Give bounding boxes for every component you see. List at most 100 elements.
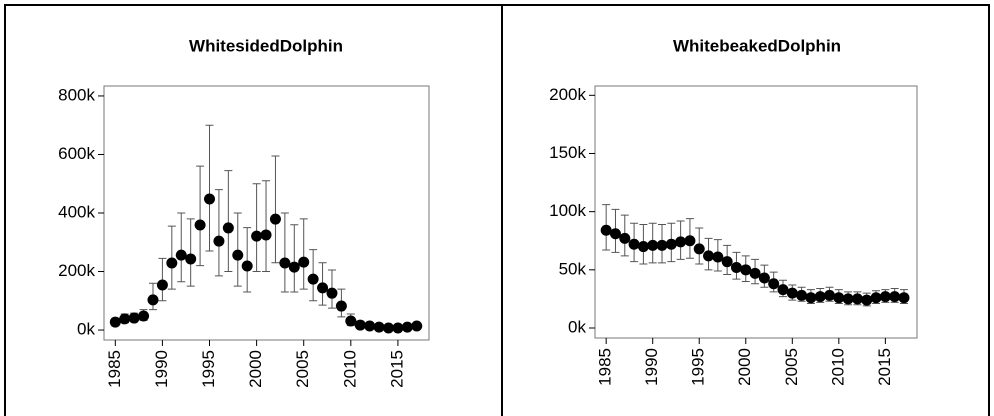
point [269, 213, 281, 225]
point [401, 321, 413, 333]
y-tick-label: 200k [58, 261, 95, 280]
point [730, 261, 742, 273]
point [317, 282, 329, 294]
point [656, 239, 668, 251]
error-bar [252, 183, 261, 273]
point [749, 267, 761, 279]
point [777, 284, 789, 296]
point [411, 320, 423, 332]
error-bar [196, 165, 205, 267]
x-tick-label: 1985 [105, 350, 124, 388]
y-tick-label: 200k [549, 85, 586, 104]
point [675, 236, 687, 248]
point [833, 292, 845, 304]
point [879, 291, 891, 303]
point [166, 257, 178, 269]
point [768, 278, 780, 290]
point [637, 241, 649, 253]
point [109, 316, 121, 328]
chart-title: WhitesidedDolphin [189, 36, 343, 55]
y-tick-label: 800k [58, 85, 95, 104]
point [684, 235, 696, 247]
x-tick-label: 1995 [199, 350, 218, 388]
y-tick-label: 150k [549, 143, 586, 162]
point [156, 279, 168, 291]
error-bar [205, 124, 214, 252]
point [758, 272, 770, 284]
point [128, 312, 140, 324]
point [251, 230, 263, 242]
point [364, 320, 376, 332]
y-tick-label: 50k [559, 259, 587, 278]
panel-frame [4, 4, 990, 416]
point [119, 313, 131, 325]
x-tick-label: 1990 [642, 348, 661, 386]
error-bar [243, 227, 252, 293]
point [740, 264, 752, 276]
point [222, 222, 234, 234]
point [870, 292, 882, 304]
point [786, 287, 798, 299]
point [628, 238, 640, 250]
error-bar [233, 212, 242, 287]
point [326, 287, 338, 299]
point [194, 219, 206, 231]
error-bar [186, 218, 195, 287]
point [889, 291, 901, 303]
x-tick-label: 2010 [340, 350, 359, 388]
point [824, 289, 836, 301]
point [721, 256, 733, 268]
point [298, 256, 310, 268]
point [703, 250, 715, 262]
error-bar [299, 218, 308, 290]
point [213, 235, 225, 247]
point [204, 193, 216, 205]
point [175, 249, 187, 261]
y-tick-label: 400k [58, 202, 95, 221]
point [842, 293, 854, 305]
point [335, 300, 347, 312]
error-bar [224, 170, 233, 273]
point [693, 243, 705, 255]
error-bar [280, 212, 289, 293]
y-tick-label: 600k [58, 144, 95, 163]
error-bar [262, 180, 271, 273]
point [600, 224, 612, 236]
x-tick-label: 2015 [387, 350, 406, 388]
chart-title: WhitebeakedDolphin [673, 36, 841, 55]
y-tick-label: 0k [568, 317, 586, 336]
x-tick-label: 2005 [782, 348, 801, 386]
point [861, 294, 873, 306]
point [373, 321, 385, 333]
x-tick-label: 2005 [293, 350, 312, 388]
point [392, 322, 404, 334]
x-tick-label: 2010 [828, 348, 847, 386]
error-bar [177, 212, 186, 283]
y-tick-label: 0k [77, 320, 95, 339]
point [185, 253, 197, 265]
point [288, 261, 300, 273]
point [232, 249, 244, 261]
point [619, 232, 631, 244]
point [345, 315, 357, 327]
y-tick-label: 100k [549, 201, 586, 220]
error-bar [214, 189, 223, 277]
point [712, 251, 724, 263]
x-tick-label: 2000 [735, 348, 754, 386]
point [279, 257, 291, 269]
point [241, 260, 253, 272]
point [382, 322, 394, 334]
point [147, 294, 159, 306]
point [851, 293, 863, 305]
x-tick-label: 1990 [152, 350, 171, 388]
x-tick-label: 2015 [875, 348, 894, 386]
point [814, 291, 826, 303]
point [898, 292, 910, 304]
x-tick-label: 1985 [596, 348, 615, 386]
point [307, 273, 319, 285]
point [138, 310, 150, 322]
point [609, 228, 621, 240]
point [354, 319, 366, 331]
point [796, 289, 808, 301]
